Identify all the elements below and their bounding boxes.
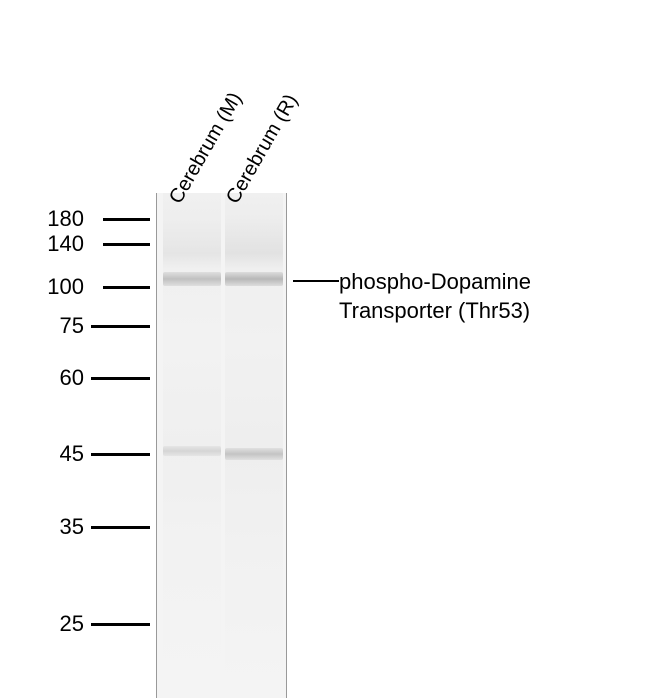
mw-tick-25 <box>91 623 150 626</box>
mw-tick-35 <box>91 526 150 529</box>
mw-label-25: 25 <box>22 611 84 637</box>
mw-tick-180 <box>103 218 150 221</box>
lane-1-cerebrum-m-band-0 <box>163 272 221 286</box>
target-label-line-1: phospho-Dopamine <box>339 268 531 297</box>
mw-label-100: 100 <box>22 274 84 300</box>
mw-tick-75 <box>91 325 150 328</box>
mw-tick-60 <box>91 377 150 380</box>
mw-label-45: 45 <box>22 441 84 467</box>
lane-1-cerebrum-m-band-1 <box>163 446 221 456</box>
mw-label-75: 75 <box>22 313 84 339</box>
target-indicator-line <box>293 280 339 282</box>
lane-2-cerebrum-r-band-0 <box>225 272 283 286</box>
target-label: phospho-Dopamine Transporter (Thr53) <box>339 268 531 325</box>
mw-label-180: 180 <box>22 206 84 232</box>
western-blot-figure: 1801401007560453525 Cerebrum (M)Cerebrum… <box>0 0 650 698</box>
mw-tick-140 <box>103 243 150 246</box>
lane-2-cerebrum-r-band-1 <box>225 448 283 460</box>
mw-tick-100 <box>103 286 150 289</box>
mw-label-140: 140 <box>22 231 84 257</box>
target-label-line-2: Transporter (Thr53) <box>339 297 531 326</box>
mw-label-35: 35 <box>22 514 84 540</box>
mw-label-60: 60 <box>22 365 84 391</box>
mw-tick-45 <box>91 453 150 456</box>
lane-2-cerebrum-r <box>225 193 283 698</box>
